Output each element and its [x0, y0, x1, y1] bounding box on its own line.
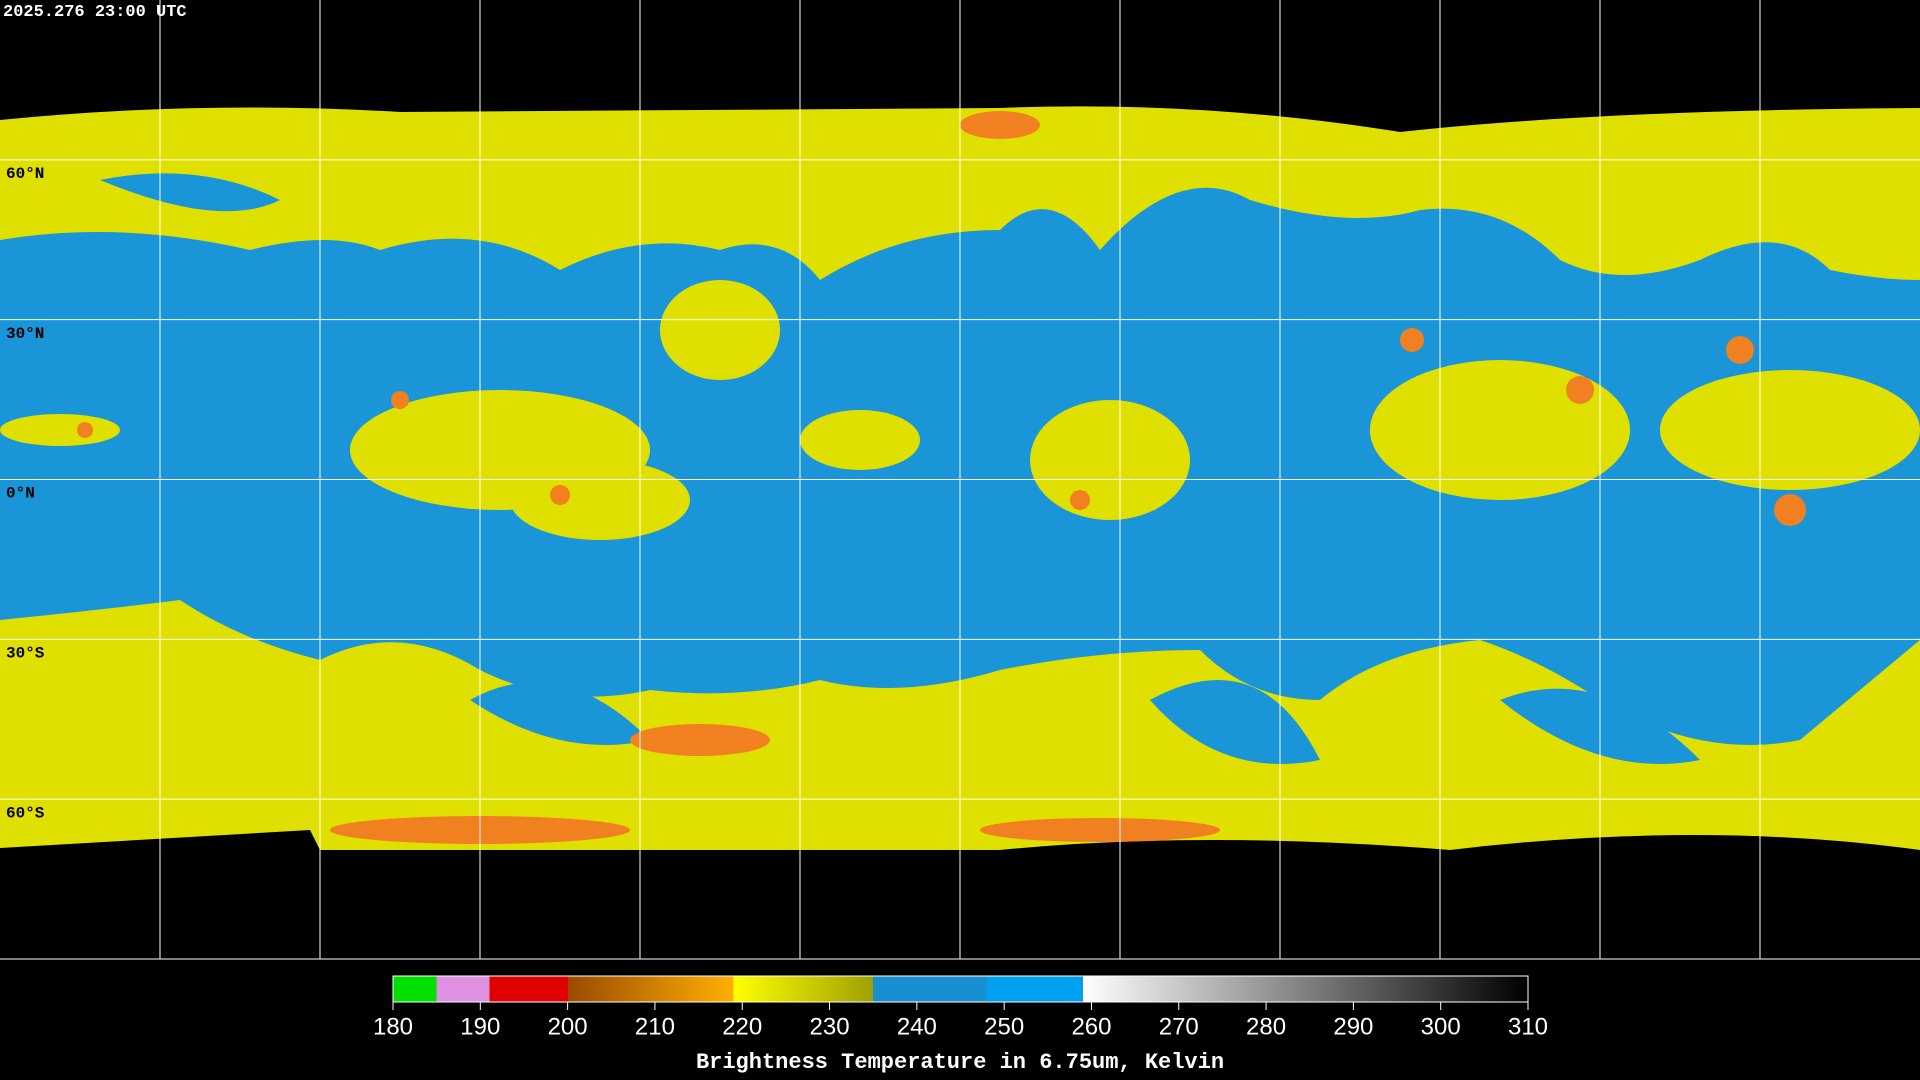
colorbar-tick-label: 310 — [1508, 1013, 1548, 1040]
colorbar-tick-label: 250 — [984, 1013, 1024, 1040]
latitude-label: 30°N — [6, 325, 44, 343]
colorbar-tick-label: 300 — [1421, 1013, 1461, 1040]
colorbar-tick-label: 260 — [1071, 1013, 1111, 1040]
colorbar — [392, 975, 1529, 1003]
colorbar-tick-label: 290 — [1333, 1013, 1373, 1040]
colorbar-tick-label: 280 — [1246, 1013, 1286, 1040]
latitude-label: 60°S — [6, 804, 45, 822]
colorbar-tick-label: 220 — [722, 1013, 762, 1040]
colorbar-tick-label: 190 — [460, 1013, 500, 1040]
dry-region — [100, 173, 1700, 765]
graticule — [0, 0, 1920, 960]
latitude-label: 60°N — [6, 165, 44, 183]
colorbar-tick-label: 180 — [373, 1013, 413, 1040]
latitude-label: 30°S — [6, 645, 45, 663]
timestamp: 2025.276 23:00 UTC — [3, 3, 187, 22]
latitude-label: 0°N — [6, 485, 35, 503]
colorbar-tick-label: 200 — [548, 1013, 588, 1040]
colorbar-tick-label: 210 — [635, 1013, 675, 1040]
colorbar-tick-label: 270 — [1159, 1013, 1199, 1040]
colorbar-label: Brightness Temperature in 6.75um, Kelvin — [696, 1050, 1224, 1075]
deep-convection — [77, 111, 1806, 844]
colorbar-tick-label: 240 — [897, 1013, 937, 1040]
colorbar-tick-label: 230 — [810, 1013, 850, 1040]
latitude-labels: 60°N 30°N 0°N 30°S 60°S — [6, 165, 45, 822]
colorbar-ticks: 180 190 200 210 220 230 240 250 260 270 280 290 300 3… — [373, 1002, 1548, 1040]
